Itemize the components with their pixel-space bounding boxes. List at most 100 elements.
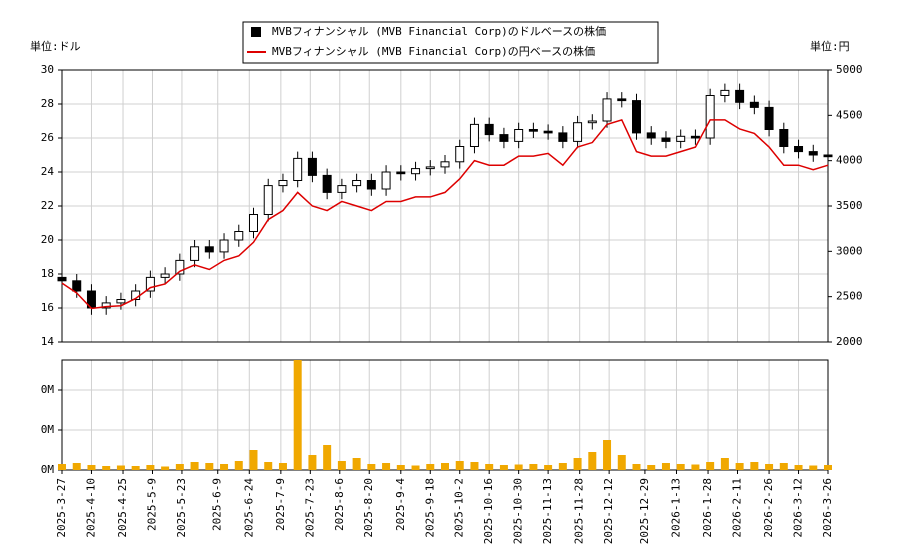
volume-bar	[588, 452, 597, 470]
y-tick-label: 0M	[41, 463, 55, 476]
x-tick-label: 2026-1-28	[701, 478, 714, 538]
volume-bar	[205, 463, 214, 470]
volume-bar	[146, 465, 155, 470]
volume-bar	[367, 464, 376, 470]
candle-body	[587, 120, 597, 124]
candle-body	[779, 129, 789, 147]
volume-bar	[661, 463, 670, 470]
y-tick-label: 20	[41, 233, 54, 246]
candle-body	[823, 154, 833, 158]
volume-bar	[470, 462, 479, 470]
volume-bar	[529, 464, 538, 470]
y2-tick-label: 4000	[836, 154, 863, 167]
legend-marker	[251, 27, 261, 37]
candle-body	[558, 132, 568, 142]
candle-body	[425, 166, 435, 170]
candle-body	[661, 137, 671, 142]
volume-bar	[175, 464, 184, 470]
candle-body	[145, 276, 155, 292]
x-tick-label: 2025-11-13	[541, 478, 554, 544]
volume-bar	[514, 464, 523, 470]
y-tick-label: 26	[41, 131, 54, 144]
volume-bar	[750, 462, 759, 470]
candle-body	[293, 157, 303, 181]
volume-bar	[220, 464, 229, 470]
y2-tick-label: 3000	[836, 244, 863, 257]
volume-bar	[278, 463, 287, 470]
y-tick-label: 0M	[41, 383, 55, 396]
volume-bar	[603, 440, 612, 470]
volume-bar	[824, 465, 832, 470]
candle-body	[632, 100, 641, 134]
volume-bar	[720, 458, 729, 470]
x-tick-label: 2025-12-29	[638, 478, 651, 544]
candle-body	[690, 135, 700, 139]
x-tick-label: 2025-3-27	[55, 478, 68, 538]
legend-label: MVBフィナンシャル (MVB Financial Corp)の円ベースの株価	[272, 44, 595, 58]
volume-bar	[441, 463, 449, 470]
y-tick-label: 18	[41, 267, 54, 280]
x-tick-label: 2025-7-23	[303, 478, 316, 538]
volume-bar	[352, 458, 361, 470]
x-tick-label: 2025-10-30	[512, 478, 525, 544]
candle-body	[676, 135, 686, 142]
x-tick-label: 2025-8-6	[333, 478, 346, 531]
volume-bar	[691, 464, 700, 470]
volume-bar	[735, 463, 744, 470]
candle-body	[72, 280, 82, 292]
candle-body	[175, 259, 185, 275]
y-tick-label: 22	[41, 199, 54, 212]
candle-body	[602, 98, 612, 122]
candle-body	[234, 231, 244, 241]
candle-body	[116, 299, 126, 304]
candle-body	[307, 157, 317, 176]
volume-bar	[131, 466, 140, 470]
volume-bar	[308, 455, 317, 470]
y-tick-label: 0M	[41, 423, 55, 436]
x-tick-label: 2025-9-18	[423, 478, 436, 538]
candle-body	[219, 239, 229, 253]
candle-body	[528, 129, 538, 132]
candle-body	[735, 89, 745, 103]
candle-body	[808, 151, 818, 156]
y-tick-label: 14	[41, 335, 55, 348]
volume-bar	[87, 465, 96, 470]
y2-tick-label: 4500	[836, 108, 863, 121]
volume-bar	[455, 461, 464, 470]
y-unit: 単位:ドル	[30, 39, 81, 53]
x-tick-label: 2025-5-23	[175, 478, 188, 538]
volume-bar	[485, 464, 494, 470]
volume-bar	[264, 462, 273, 470]
candle-body	[794, 146, 804, 153]
x-tick-label: 2025-4-25	[116, 478, 129, 538]
candle-body	[204, 246, 214, 253]
x-tick-label: 2025-6-24	[242, 478, 255, 538]
candle-body	[514, 129, 524, 142]
y2-unit: 単位:円	[810, 39, 850, 53]
candle-body	[499, 134, 509, 142]
volume-bar	[161, 466, 170, 470]
volume-bar	[676, 464, 685, 470]
price-line	[61, 118, 829, 310]
x-tick-label: 2025-8-20	[362, 478, 375, 538]
legend	[242, 21, 659, 64]
candle-body	[720, 89, 730, 97]
volume-bar	[779, 463, 788, 470]
candle-body	[249, 214, 258, 232]
x-tick-label: 2025-6-9	[211, 478, 224, 531]
x-tick-label: 2025-12-12	[602, 478, 615, 544]
volume-frame	[61, 359, 829, 471]
x-tick-label: 2025-10-16	[482, 478, 495, 544]
y-tick-label: 30	[41, 63, 54, 76]
candle-body	[440, 161, 450, 168]
candle-body	[278, 180, 288, 187]
candle-body	[263, 185, 273, 216]
volume-bar	[249, 450, 258, 470]
candle-body	[337, 185, 347, 193]
volume-bar	[72, 463, 81, 470]
candle-body	[366, 180, 376, 190]
volume-bar	[706, 462, 715, 470]
candle-body	[573, 122, 583, 142]
x-tick-label: 2025-5-9	[145, 478, 158, 531]
candle-body	[749, 101, 759, 108]
